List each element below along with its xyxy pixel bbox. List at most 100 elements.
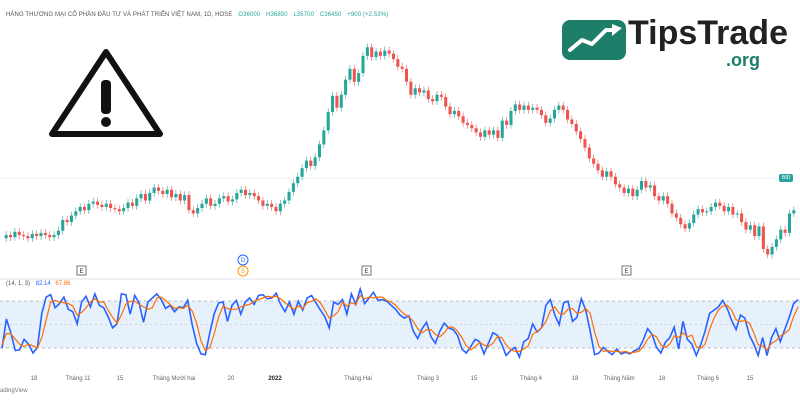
candle-body [335,95,339,108]
candle-body [409,81,413,95]
svg-text:D: D [241,258,246,264]
candle-body [278,203,282,212]
watermark: adingView [0,388,28,394]
candle-body [448,106,452,115]
candle-body [352,68,356,82]
x-tick-label: Tháng Năm [603,376,634,382]
symbol-line: HÀNG THƯƠNG MẠI CỔ PHẦN ĐẦU TƯ VÀ PHÁT T… [6,12,233,18]
candle-body [361,55,365,74]
candle-body [639,181,644,190]
candle-body [509,110,513,125]
candle-body [357,73,361,82]
candle-body [618,184,622,188]
candle-body [152,187,156,193]
candle-body [774,239,778,247]
candle-body [452,110,456,115]
candle-body [770,246,774,255]
marker-e3: E [621,265,632,276]
candle-body [226,196,230,202]
candle-body [422,90,426,93]
marker-e1: E [76,265,87,276]
low-value: L35700 [293,12,315,18]
candle-body [500,120,504,138]
candle-body [331,95,335,113]
candle-body [478,132,483,137]
marker-s: S [237,265,249,277]
candle-body [109,203,113,209]
candle-body [735,213,739,215]
candle-body [339,94,343,108]
svg-text:S: S [241,269,245,275]
candle-body [792,210,796,214]
candle-body [9,235,13,238]
stoch-k-line [1,286,799,360]
x-tick-label: Tháng Mười hai [153,376,196,382]
candle-body [713,202,718,207]
candle-body [426,90,430,100]
candle-body [374,51,378,57]
candle-body [391,53,395,60]
candle-body [156,187,161,191]
x-tick-label: Tháng 11 [66,376,92,382]
marker-e2: E [361,265,372,276]
candle-body [431,99,435,102]
candle-body [405,68,409,82]
candle-body [204,198,208,204]
candle-body [587,147,591,159]
svg-text:E: E [624,269,628,275]
x-tick-label: 18 [572,376,579,382]
candle-body [82,206,87,211]
x-tick-label: 20 [228,376,235,382]
candle-body [761,226,765,250]
candle-body [48,235,52,238]
brand-tld: .org [726,50,760,70]
candle-body [170,189,174,198]
candle-body [91,201,95,204]
candle-body [465,122,469,125]
brand-logo: TipsTrade .org [628,14,798,70]
x-tick-label: 2022 [268,376,282,382]
candle-body [96,201,100,205]
candle-body [148,192,152,201]
candle-body [683,224,687,229]
candle-body [740,213,744,223]
candle-body [30,233,34,239]
candle-body [487,130,491,135]
candle-body [666,196,670,204]
candle-body [439,94,443,97]
candle-body [574,123,578,132]
candle-body [300,168,304,177]
candle-body [87,203,91,211]
candle-body [579,131,583,139]
candle-body [757,226,761,237]
candle-body [766,249,770,255]
candle-body [326,112,330,131]
candle-body [257,196,261,201]
candle-body [52,235,56,238]
candle-body [283,200,287,204]
candle-body [461,116,465,123]
candle-body [74,211,78,216]
candle-body [561,105,565,110]
candle-body [457,110,461,117]
candle-body [17,231,21,236]
candle-body [522,105,526,110]
candle-body [261,200,265,206]
x-tick-label: 18 [659,376,666,382]
candle-body [566,109,570,120]
candle-body [727,206,731,212]
candle-body [631,188,635,197]
candle-body [143,194,147,201]
symbol-header: HÀNG THƯƠNG MẠI CỔ PHẦN ĐẦU TƯ VÀ PHÁT T… [6,12,388,18]
candle-body [174,194,178,198]
candle-body [322,130,326,145]
candle-body [196,208,200,214]
candle-body [183,195,187,201]
open-value: O36000 [238,12,261,18]
stoch-d-line [1,294,799,354]
candle-body [296,176,300,184]
candle-body [239,189,243,193]
candle-body [39,232,43,237]
candle-body [130,202,134,206]
candle-body [396,59,400,67]
